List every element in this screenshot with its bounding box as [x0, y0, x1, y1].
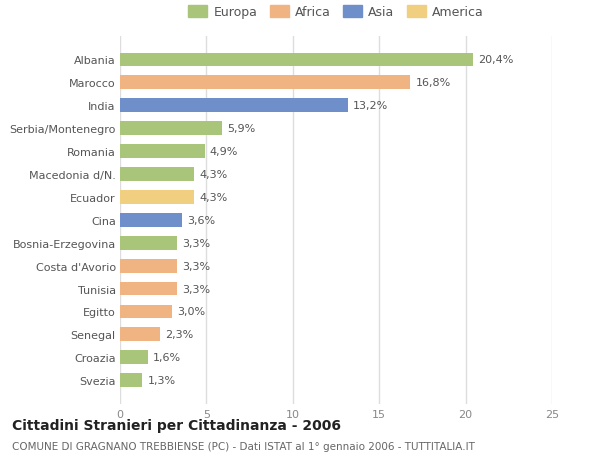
Text: 4,9%: 4,9%: [210, 147, 238, 157]
Text: 3,3%: 3,3%: [182, 261, 211, 271]
Bar: [120, 259, 177, 273]
Text: 3,0%: 3,0%: [177, 307, 205, 317]
Text: 3,6%: 3,6%: [187, 215, 215, 225]
Text: 3,3%: 3,3%: [182, 238, 211, 248]
Bar: [120, 236, 177, 250]
Text: COMUNE DI GRAGNANO TREBBIENSE (PC) - Dati ISTAT al 1° gennaio 2006 - TUTTITALIA.: COMUNE DI GRAGNANO TREBBIENSE (PC) - Dat…: [12, 441, 475, 451]
Bar: [120, 374, 142, 387]
Bar: [120, 282, 177, 296]
Text: 13,2%: 13,2%: [353, 101, 389, 111]
Text: 1,6%: 1,6%: [153, 353, 181, 363]
Text: 3,3%: 3,3%: [182, 284, 211, 294]
Bar: [120, 122, 222, 136]
Bar: [120, 99, 348, 113]
Bar: [120, 53, 473, 67]
Text: 1,3%: 1,3%: [148, 375, 176, 386]
Text: 2,3%: 2,3%: [165, 330, 193, 340]
Bar: [120, 145, 205, 159]
Bar: [120, 305, 172, 319]
Bar: [120, 190, 194, 204]
Text: Cittadini Stranieri per Cittadinanza - 2006: Cittadini Stranieri per Cittadinanza - 2…: [12, 418, 341, 431]
Bar: [120, 168, 194, 181]
Text: 5,9%: 5,9%: [227, 124, 256, 134]
Bar: [120, 351, 148, 364]
Text: 4,3%: 4,3%: [199, 170, 228, 179]
Bar: [120, 76, 410, 90]
Bar: [120, 213, 182, 227]
Legend: Europa, Africa, Asia, America: Europa, Africa, Asia, America: [188, 6, 484, 19]
Bar: [120, 328, 160, 341]
Text: 16,8%: 16,8%: [415, 78, 451, 88]
Text: 4,3%: 4,3%: [199, 192, 228, 202]
Text: 20,4%: 20,4%: [478, 55, 513, 65]
